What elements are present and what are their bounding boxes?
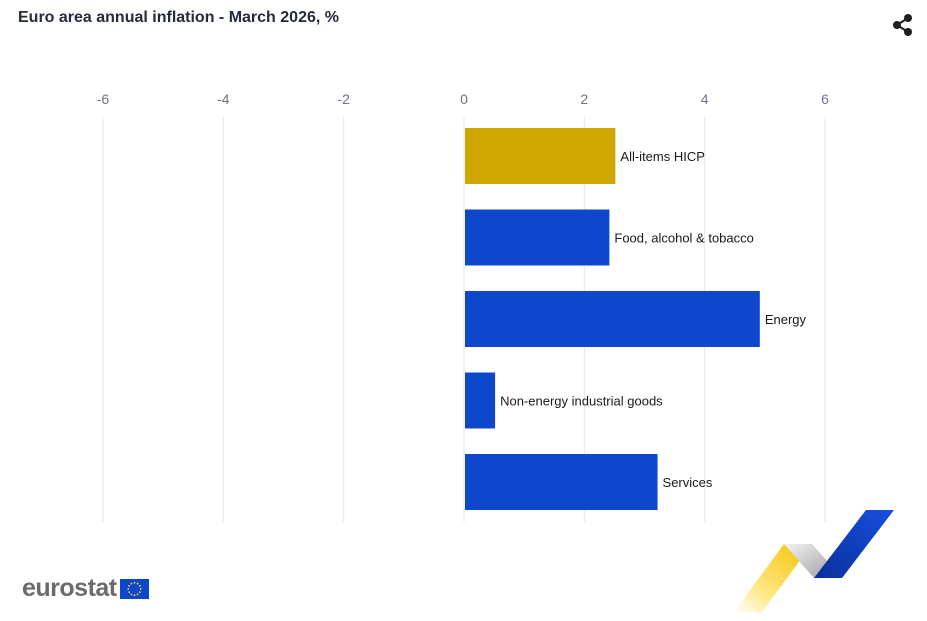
category-label: Food, alcohol & tobacco [614, 231, 753, 246]
category-label: Non-energy industrial goods [500, 394, 663, 409]
eurostat-ribbon-decoration [734, 510, 894, 612]
x-tick-label: 0 [460, 91, 468, 107]
bar-food-alcohol-tobacco[interactable] [465, 209, 610, 266]
share-button[interactable] [888, 10, 918, 40]
x-tick-label: -6 [97, 91, 110, 107]
share-icon [893, 14, 912, 36]
x-tick-label: 4 [701, 91, 709, 107]
eurostat-logo: eurostat [22, 576, 149, 601]
x-axis-tick-labels: -6 -4 -2 0 2 4 6 [97, 91, 829, 107]
category-label: Energy [765, 312, 807, 327]
x-tick-label: -4 [217, 91, 230, 107]
bar-non-energy-industrial-goods[interactable] [465, 372, 496, 429]
chart-title: Euro area annual inflation - March 2026,… [18, 9, 339, 26]
x-tick-label: 2 [580, 91, 588, 107]
bars [465, 128, 760, 510]
bar-labels: All-items HICP Food, alcohol & tobacco Ene… [500, 149, 806, 490]
x-tick-label: 6 [821, 91, 829, 107]
category-label: All-items HICP [620, 149, 705, 164]
eu-flag-icon [119, 578, 149, 599]
bar-chart: -6 -4 -2 0 2 4 6 All-items HICP Food, alcohol &… [97, 91, 829, 522]
bar-services[interactable] [465, 454, 658, 510]
logo-text: eurostat [22, 574, 117, 602]
x-tick-label: -2 [337, 91, 350, 107]
bar-energy[interactable] [465, 291, 760, 347]
bar-all-items-hicp[interactable] [465, 128, 616, 184]
category-label: Services [663, 475, 713, 490]
